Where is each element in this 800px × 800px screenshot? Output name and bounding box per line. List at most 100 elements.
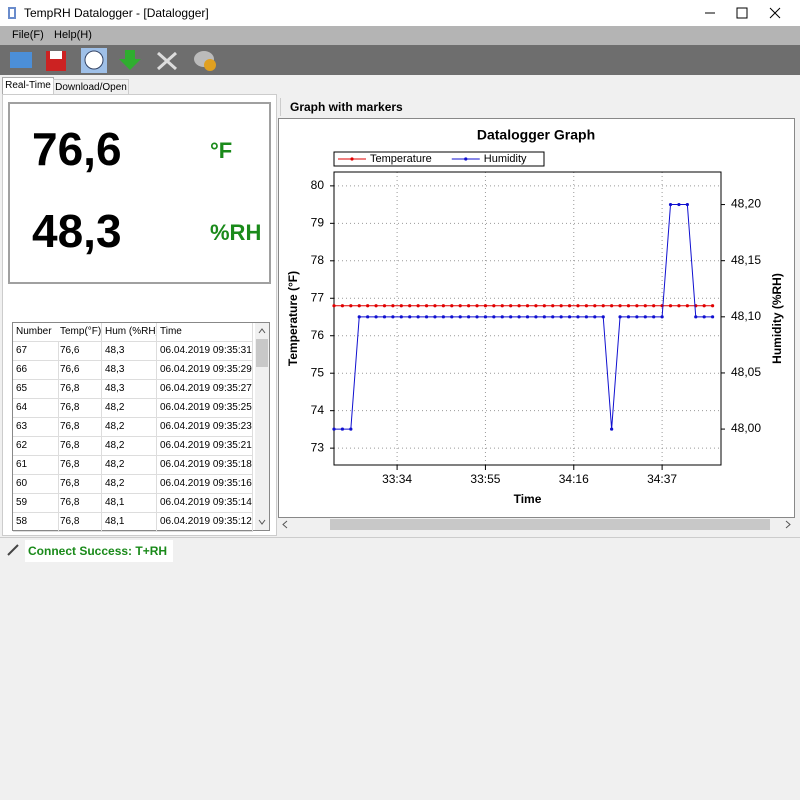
data-marker bbox=[492, 304, 495, 307]
table-scrollbar[interactable] bbox=[255, 323, 269, 530]
data-marker bbox=[576, 315, 579, 318]
data-marker bbox=[711, 315, 714, 318]
data-marker bbox=[341, 304, 344, 307]
data-marker bbox=[652, 315, 655, 318]
table-cell: 48,1 bbox=[102, 494, 157, 513]
data-marker bbox=[677, 304, 680, 307]
data-marker bbox=[417, 315, 420, 318]
x-tick-label: 33:55 bbox=[470, 472, 500, 486]
tab[interactable]: Download/Open bbox=[53, 79, 129, 95]
data-marker bbox=[391, 315, 394, 318]
table-cell: 76,8 bbox=[57, 437, 102, 456]
data-marker bbox=[635, 304, 638, 307]
y-tick-label: 79 bbox=[311, 216, 325, 230]
data-marker bbox=[425, 315, 428, 318]
data-marker bbox=[509, 315, 512, 318]
data-marker bbox=[652, 304, 655, 307]
y2-tick-label: 48,15 bbox=[731, 253, 761, 267]
data-marker bbox=[475, 304, 478, 307]
x-axis-label: Time bbox=[514, 492, 542, 506]
data-marker bbox=[332, 304, 335, 307]
legend-label: Humidity bbox=[484, 153, 527, 165]
menu-item[interactable]: File(F) bbox=[12, 29, 44, 41]
toolbar bbox=[0, 45, 800, 75]
column-header: Temp(°F) bbox=[57, 323, 102, 342]
table-cell: 48,3 bbox=[102, 380, 157, 399]
separator bbox=[0, 537, 800, 538]
table-cell: 06.04.2019 09:35:25 bbox=[157, 399, 253, 418]
data-marker bbox=[585, 315, 588, 318]
data-marker bbox=[349, 304, 352, 307]
data-marker bbox=[543, 315, 546, 318]
status-text: Connect Success: T+RH bbox=[25, 540, 173, 562]
legend-marker bbox=[464, 157, 467, 160]
data-marker bbox=[492, 315, 495, 318]
table-cell: 59 bbox=[13, 494, 59, 513]
data-marker bbox=[669, 203, 672, 206]
data-marker bbox=[534, 304, 537, 307]
data-marker bbox=[694, 315, 697, 318]
menu-item[interactable]: Help(H) bbox=[54, 29, 92, 41]
table-cell: 48,3 bbox=[102, 361, 157, 380]
data-marker bbox=[442, 304, 445, 307]
legend-label: Temperature bbox=[370, 153, 432, 165]
temp-unit: °F bbox=[210, 138, 232, 164]
data-marker bbox=[517, 315, 520, 318]
y-tick-label: 75 bbox=[311, 365, 325, 379]
table-cell: 76,6 bbox=[57, 342, 102, 361]
data-marker bbox=[534, 315, 537, 318]
status-icon bbox=[6, 543, 20, 557]
data-marker bbox=[551, 304, 554, 307]
table-cell: 65 bbox=[13, 380, 59, 399]
data-marker bbox=[618, 304, 621, 307]
table-cell: 06.04.2019 09:35:12 bbox=[157, 513, 253, 532]
table-cell: 06.04.2019 09:35:21 bbox=[157, 437, 253, 456]
table-cell: 48,1 bbox=[102, 513, 157, 532]
data-marker bbox=[433, 315, 436, 318]
data-marker bbox=[602, 315, 605, 318]
table-cell: 06.04.2019 09:35:23 bbox=[157, 418, 253, 437]
tab-active[interactable]: Real-Time bbox=[2, 77, 54, 95]
table-cell: 76,8 bbox=[57, 494, 102, 513]
hum-unit: %RH bbox=[210, 220, 261, 246]
table-cell: 61 bbox=[13, 456, 59, 475]
toolbar-icons[interactable] bbox=[0, 45, 230, 75]
table-cell: 06.04.2019 09:35:29 bbox=[157, 361, 253, 380]
data-marker bbox=[425, 304, 428, 307]
table-cell: 76,8 bbox=[57, 380, 102, 399]
data-marker bbox=[374, 304, 377, 307]
table-cell: 67 bbox=[13, 342, 59, 361]
app-icon bbox=[6, 6, 20, 20]
data-marker bbox=[703, 315, 706, 318]
horizontal-scrollbar[interactable] bbox=[278, 518, 795, 531]
data-marker bbox=[459, 315, 462, 318]
window-controls[interactable] bbox=[690, 0, 800, 26]
data-marker bbox=[332, 427, 335, 430]
data-marker bbox=[475, 315, 478, 318]
temp-reading: 76,6 bbox=[32, 122, 122, 176]
data-marker bbox=[686, 304, 689, 307]
data-marker bbox=[661, 315, 664, 318]
table-cell: 48,2 bbox=[102, 475, 157, 494]
data-marker bbox=[610, 427, 613, 430]
data-marker bbox=[501, 304, 504, 307]
data-marker bbox=[366, 315, 369, 318]
data-marker bbox=[711, 304, 714, 307]
data-marker bbox=[408, 315, 411, 318]
y-tick-label: 74 bbox=[311, 403, 325, 417]
data-marker bbox=[467, 315, 470, 318]
window-title: TempRH Datalogger - [Datalogger] bbox=[24, 6, 209, 20]
hum-reading: 48,3 bbox=[32, 204, 122, 258]
readings-box: 76,6 °F 48,3 %RH bbox=[8, 102, 271, 284]
table-cell: 06.04.2019 09:35:16 bbox=[157, 475, 253, 494]
column-header: Hum (%RH) bbox=[102, 323, 157, 342]
table-cell: 06.04.2019 09:35:31 bbox=[157, 342, 253, 361]
data-marker bbox=[349, 427, 352, 430]
table-cell: 48,2 bbox=[102, 437, 157, 456]
data-marker bbox=[593, 304, 596, 307]
table-cell: 06.04.2019 09:35:27 bbox=[157, 380, 253, 399]
table-cell: 76,8 bbox=[57, 513, 102, 532]
y2-axis-label: Humidity (%RH) bbox=[770, 273, 784, 364]
data-marker bbox=[391, 304, 394, 307]
